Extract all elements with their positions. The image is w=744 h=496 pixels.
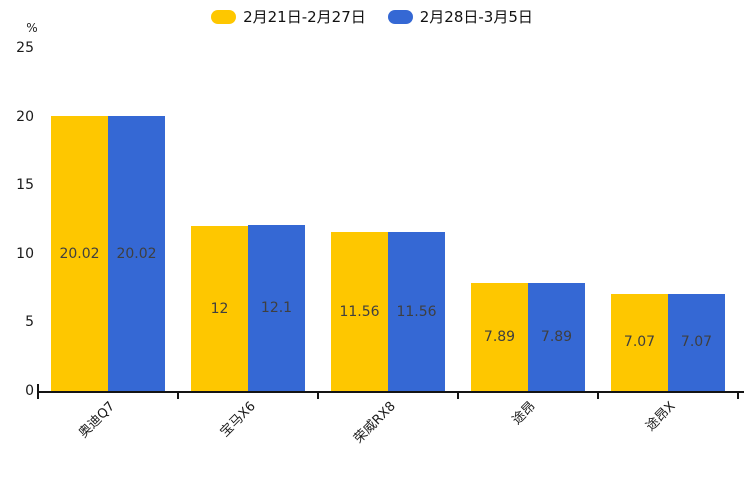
bar-value-label: 12.1 <box>260 299 293 316</box>
bar-series1 <box>51 116 108 391</box>
bar-value-label: 12 <box>210 300 229 317</box>
bar-series1 <box>191 226 248 391</box>
y-axis-tick-label: 10 <box>16 245 34 262</box>
legend-swatch-icon <box>211 10 237 24</box>
bar-value-label: 7.89 <box>540 328 573 345</box>
y-axis-tick-label: 25 <box>16 40 34 56</box>
bar-value-label: 7.89 <box>483 328 516 345</box>
y-axis-tick-label: 0 <box>25 383 34 399</box>
bar-value-label: 7.07 <box>680 334 713 351</box>
legend-label: 2月21日-2月27日 <box>243 8 366 26</box>
y-axis-tick-label: 5 <box>25 314 34 331</box>
x-axis-category-label: 奥迪Q7 <box>76 399 119 442</box>
legend: 2月21日-2月27日 2月28日-3月5日 <box>0 8 744 26</box>
bar-value-label: 11.56 <box>396 303 437 320</box>
bar-series1 <box>331 232 388 391</box>
bar-value-label: 20.02 <box>116 245 157 262</box>
y-axis-unit-label: % <box>26 21 38 35</box>
x-axis-tick <box>317 393 319 399</box>
x-axis-tick <box>177 393 179 399</box>
bar-series2 <box>528 282 585 391</box>
bar-series2 <box>108 116 165 391</box>
bar-value-label: 20.02 <box>59 245 100 262</box>
y-axis-stub <box>37 384 39 391</box>
bar-value-label: 11.56 <box>339 303 380 320</box>
bar-series2 <box>388 232 445 391</box>
bar-series2 <box>248 224 305 391</box>
x-axis-category-label: 宝马X6 <box>217 399 259 441</box>
bar-value-label: 7.07 <box>623 334 656 351</box>
y-axis-tick-label: 15 <box>16 177 34 194</box>
bar-series1 <box>611 293 668 391</box>
x-axis-tick <box>597 393 599 399</box>
x-axis-category-label: 荣威RX8 <box>351 399 399 447</box>
legend-label: 2月28日-3月5日 <box>419 8 533 26</box>
y-axis-tick-label: 20 <box>16 108 34 125</box>
x-axis-tick <box>37 393 39 399</box>
bar-series2 <box>668 293 725 391</box>
x-axis-tick <box>737 393 739 399</box>
x-axis-category-label: 途昂 <box>509 399 539 429</box>
x-axis-line <box>37 391 744 393</box>
bar-series1 <box>471 282 528 391</box>
legend-item-series2[interactable]: 2月28日-3月5日 <box>387 8 533 26</box>
x-axis-tick <box>457 393 459 399</box>
x-axis-category-label: 途昂X <box>643 399 679 435</box>
legend-swatch-icon <box>387 10 413 24</box>
legend-item-series1[interactable]: 2月21日-2月27日 <box>211 8 366 26</box>
